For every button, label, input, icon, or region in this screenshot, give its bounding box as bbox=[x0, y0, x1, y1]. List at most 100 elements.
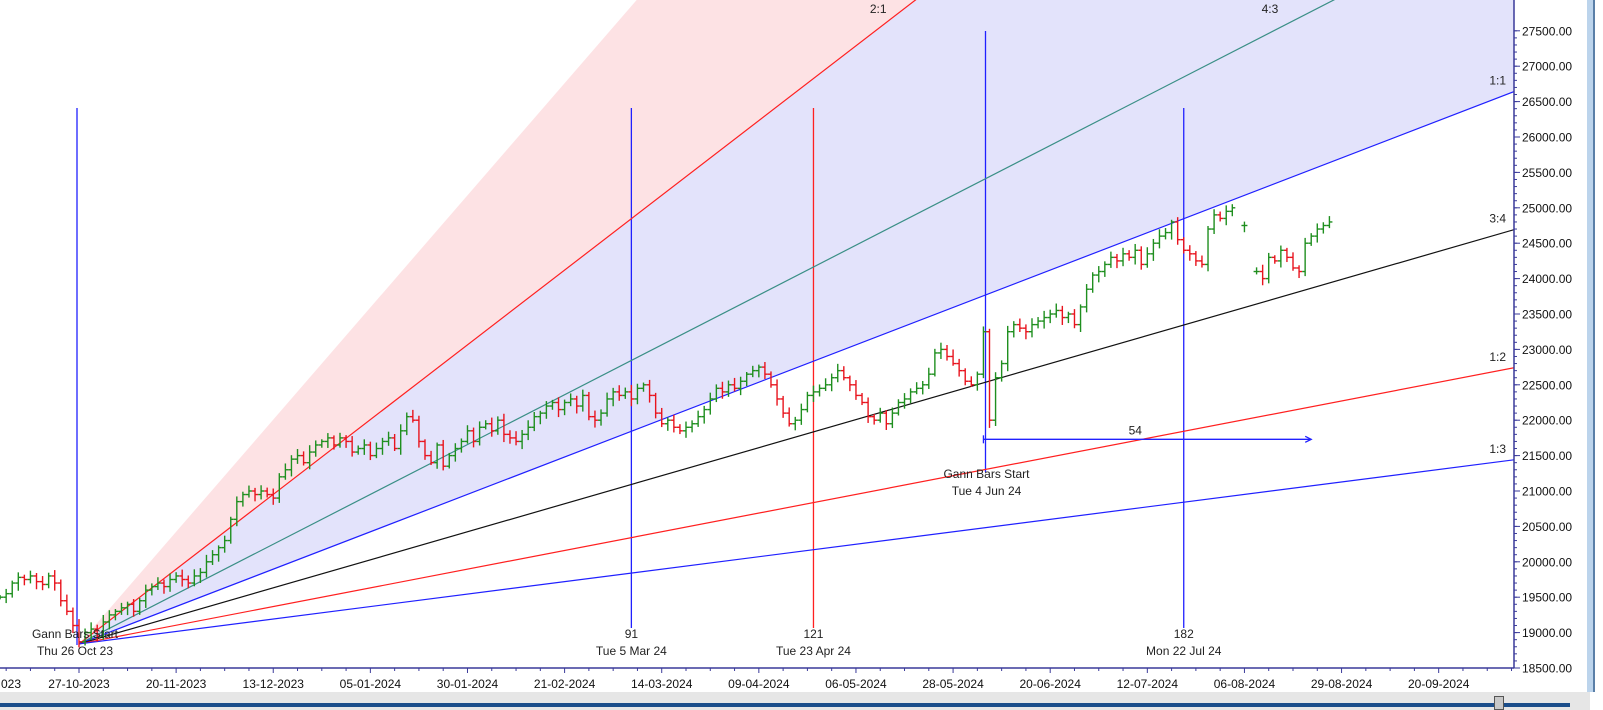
scrollbar-track[interactable] bbox=[0, 703, 1570, 707]
x-tick-label: 20-11-2023 bbox=[146, 677, 207, 691]
second-gann-start-label-top: Gann Bars Start bbox=[943, 467, 1030, 481]
bar-count-label: 54 bbox=[1129, 423, 1143, 437]
ohlc-bar bbox=[719, 381, 726, 399]
fan-line-1x1 bbox=[78, 91, 1514, 645]
ohlc-bar bbox=[1271, 255, 1278, 264]
ohlc-bar bbox=[1168, 219, 1175, 240]
ohlc-bar bbox=[852, 380, 859, 400]
ohlc-bar bbox=[998, 360, 1005, 382]
ohlc-bar bbox=[1053, 303, 1060, 318]
y-tick-label: 23500.00 bbox=[1522, 308, 1572, 322]
ohlc-bar bbox=[379, 437, 386, 455]
ohlc-bar bbox=[197, 568, 204, 583]
ohlc-bar bbox=[591, 410, 598, 428]
ohlc-bar bbox=[361, 439, 368, 455]
ohlc-bar bbox=[373, 442, 380, 459]
ohlc-bar bbox=[1186, 245, 1193, 261]
ohlc-bar bbox=[640, 382, 647, 392]
ohlc-bar bbox=[1101, 261, 1108, 277]
x-tick-label: 09-04-2024 bbox=[728, 677, 790, 691]
ohlc-bar bbox=[355, 445, 362, 455]
ohlc-bar bbox=[658, 407, 665, 428]
ohlc-bar bbox=[0, 595, 4, 600]
fan-label-4x3: 4:3 bbox=[1262, 2, 1279, 16]
ohlc-bar bbox=[288, 455, 295, 477]
ohlc-bar bbox=[980, 326, 987, 379]
ohlc-bar bbox=[1120, 247, 1127, 267]
fan-line-4x3 bbox=[78, 0, 1336, 645]
ohlc-bar bbox=[409, 409, 416, 423]
ohlc-bar bbox=[15, 572, 22, 591]
ohlc-bar bbox=[1217, 211, 1224, 222]
ohlc-bar bbox=[1302, 237, 1309, 277]
ohlc-bar bbox=[51, 570, 58, 591]
ohlc-bar bbox=[21, 574, 28, 586]
ohlc-bar bbox=[476, 421, 483, 446]
ohlc-bar bbox=[1004, 325, 1011, 372]
ohlc-bar bbox=[1022, 324, 1029, 340]
ohlc-bar bbox=[440, 439, 447, 471]
ohlc-bar bbox=[343, 435, 350, 448]
ohlc-bar bbox=[397, 424, 404, 455]
ohlc-bar bbox=[901, 393, 908, 409]
ohlc-bar bbox=[209, 550, 216, 565]
horizontal-scrollbar[interactable] bbox=[0, 692, 1590, 710]
y-tick-label: 23000.00 bbox=[1522, 343, 1572, 357]
ohlc-bar bbox=[701, 405, 708, 424]
ohlc-bar bbox=[1314, 223, 1321, 243]
vertical-scrollbar[interactable] bbox=[1587, 0, 1593, 692]
ohlc-bar bbox=[494, 416, 501, 435]
ohlc-bar bbox=[1192, 251, 1199, 266]
ohlc-bar bbox=[106, 610, 113, 630]
ohlc-bar bbox=[1308, 233, 1315, 246]
second-gann-start-label-date: Tue 4 Jun 24 bbox=[952, 484, 1022, 498]
ohlc-bar bbox=[1326, 216, 1333, 229]
ohlc-bar bbox=[446, 452, 453, 469]
gann-start-label-date: Thu 26 Oct 23 bbox=[37, 644, 113, 658]
ohlc-bar bbox=[300, 451, 307, 466]
x-tick-label: 14-03-2024 bbox=[631, 677, 693, 691]
ohlc-bar bbox=[731, 377, 738, 392]
ohlc-bar bbox=[761, 362, 768, 379]
gann-chart[interactable]: 2:1 4:3 1:1 3:4 1:2 1:3 54 Gann Bars Start Thu 2… bbox=[0, 0, 1603, 692]
y-tick-label: 20000.00 bbox=[1522, 555, 1572, 569]
ohlc-bar bbox=[160, 579, 167, 594]
y-tick-label: 26500.00 bbox=[1522, 95, 1572, 109]
scrollbar-thumb[interactable] bbox=[1494, 696, 1504, 710]
ohlc-bar bbox=[646, 379, 653, 403]
ohlc-bar bbox=[1016, 318, 1023, 332]
ohlc-bar bbox=[519, 429, 526, 450]
ohlc-bar bbox=[549, 399, 556, 410]
ohlc-bar bbox=[567, 393, 574, 407]
ohlc-bar bbox=[774, 379, 781, 406]
plot-area: 2:1 4:3 1:1 3:4 1:2 1:3 54 Gann Bars Start Thu 2… bbox=[0, 0, 1514, 658]
ohlc-bar bbox=[221, 535, 228, 553]
ohlc-bar bbox=[804, 391, 811, 413]
ohlc-bar bbox=[33, 572, 40, 590]
fan-label-1x3: 1:3 bbox=[1489, 442, 1506, 456]
ohlc-bar bbox=[428, 450, 435, 466]
x-tick-label: 30-01-2024 bbox=[437, 677, 499, 691]
fan-line-1x3 bbox=[78, 459, 1514, 645]
ohlc-bar bbox=[45, 572, 52, 589]
ohlc-bar bbox=[185, 575, 192, 589]
ohlc-bar bbox=[1290, 252, 1296, 271]
ohlc-bar bbox=[513, 431, 520, 446]
ohlc-bar bbox=[1035, 317, 1042, 329]
ohlc-bar bbox=[9, 580, 16, 598]
ohlc-bar bbox=[136, 597, 143, 615]
ohlc-bar bbox=[1071, 309, 1078, 329]
fan-label-2x1: 2:1 bbox=[870, 2, 887, 16]
ohlc-bar bbox=[1065, 311, 1072, 324]
fan-shading-1 bbox=[79, 0, 1514, 644]
x-tick-label: 13-12-2023 bbox=[243, 677, 305, 691]
ohlc-bar bbox=[616, 385, 623, 401]
ohlc-bar bbox=[1113, 253, 1120, 269]
ohlc-bar bbox=[167, 573, 174, 592]
ohlc-bar bbox=[846, 375, 853, 392]
y-tick-label: 24000.00 bbox=[1522, 272, 1572, 286]
ohlc-bar bbox=[264, 487, 271, 498]
ohlc-bar bbox=[537, 410, 544, 425]
ohlc-bar bbox=[1132, 243, 1139, 265]
y-tick-label: 27000.00 bbox=[1522, 60, 1572, 74]
